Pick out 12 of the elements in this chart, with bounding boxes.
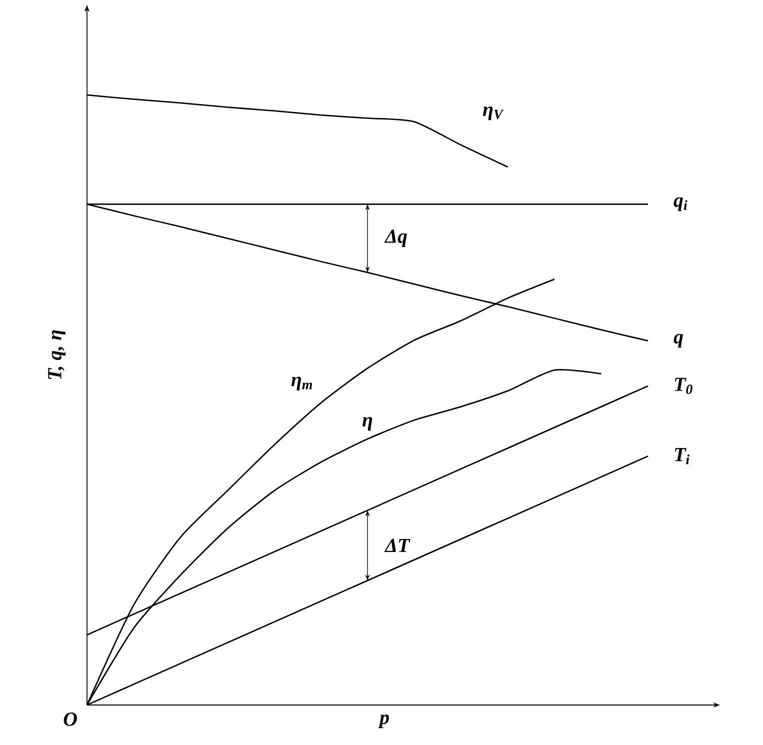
annotation: ΔT <box>384 538 410 552</box>
series-label: q$_{i}$ <box>674 197 688 211</box>
series-label: η$_{V}$ <box>482 106 504 120</box>
series-label: η$_{m}$ <box>291 376 312 390</box>
y-axis-title: T, q, η <box>48 330 66 380</box>
series-label: q <box>674 334 683 348</box>
x-axis-title: p <box>378 714 389 728</box>
series-label: T$_{0}$ <box>674 378 692 394</box>
series-label: η <box>362 416 372 431</box>
annotation: Δq <box>384 230 407 248</box>
text: O <box>64 712 77 726</box>
series-label: T$_{i}$ <box>674 448 690 464</box>
